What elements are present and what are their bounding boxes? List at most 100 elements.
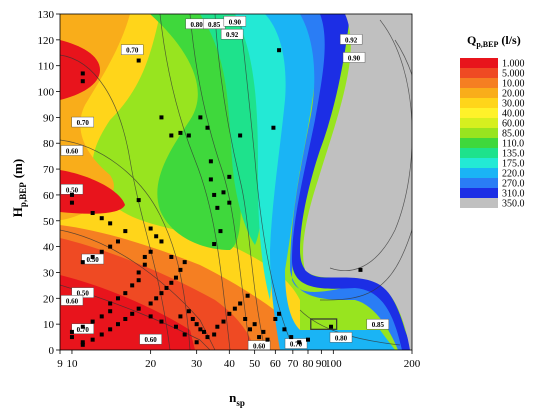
legend-swatch bbox=[460, 148, 498, 158]
y-axis-title-main: H bbox=[10, 207, 25, 217]
data-marker bbox=[243, 316, 248, 321]
data-marker bbox=[136, 278, 141, 283]
legend-label: 10.00 bbox=[502, 79, 525, 90]
data-marker bbox=[142, 254, 147, 259]
legend-title-unit: (l/s) bbox=[501, 33, 520, 47]
svg-text:0.70: 0.70 bbox=[290, 341, 303, 349]
contour-label: 0.60 bbox=[247, 340, 271, 350]
data-marker bbox=[282, 327, 287, 332]
svg-text:0.85: 0.85 bbox=[372, 321, 385, 329]
x-tick-label: 100 bbox=[325, 358, 342, 370]
legend-swatch bbox=[460, 188, 498, 198]
legend-label: 5.000 bbox=[502, 69, 525, 80]
contour-label: 0.85 bbox=[202, 18, 226, 30]
y-axis-title: Hp,BEP (m) bbox=[10, 159, 28, 217]
data-marker bbox=[182, 332, 187, 337]
y-tick-label: 110 bbox=[38, 61, 55, 73]
svg-text:0.90: 0.90 bbox=[229, 18, 242, 26]
contour-label: 0.50 bbox=[81, 253, 104, 265]
svg-text:0.92: 0.92 bbox=[345, 36, 358, 44]
data-marker bbox=[178, 314, 183, 319]
x-tick-label: 60 bbox=[270, 358, 282, 370]
y-axis-title-unit: (m) bbox=[10, 159, 25, 179]
contour-label: 0.92 bbox=[339, 34, 363, 45]
data-marker bbox=[148, 226, 153, 231]
highlight-box bbox=[310, 318, 338, 330]
svg-text:0.60: 0.60 bbox=[66, 147, 79, 155]
data-marker bbox=[198, 115, 203, 120]
svg-text:0.80: 0.80 bbox=[335, 334, 348, 342]
data-marker bbox=[108, 244, 113, 249]
data-marker bbox=[190, 316, 195, 321]
data-marker bbox=[305, 337, 310, 342]
data-marker bbox=[80, 342, 85, 347]
data-marker bbox=[221, 190, 226, 195]
contour-label: 0.90 bbox=[223, 16, 247, 27]
legend-label: 175.0 bbox=[502, 159, 525, 170]
data-marker bbox=[90, 254, 95, 259]
svg-text:0.60: 0.60 bbox=[66, 297, 79, 305]
contour-label: 0.70 bbox=[284, 338, 308, 349]
data-marker bbox=[148, 314, 153, 319]
data-marker bbox=[130, 311, 135, 316]
legend-swatch bbox=[460, 58, 498, 68]
x-axis-title: nsp bbox=[229, 390, 245, 408]
legend-title-sub: p,BEP bbox=[476, 40, 498, 49]
data-marker bbox=[186, 133, 191, 138]
plot-frame bbox=[59, 13, 413, 351]
data-marker bbox=[148, 301, 153, 306]
svg-text:0.50: 0.50 bbox=[87, 256, 100, 264]
data-marker bbox=[69, 329, 74, 334]
x-tick-label: 200 bbox=[404, 358, 421, 370]
data-marker bbox=[154, 234, 159, 239]
data-marker bbox=[194, 322, 199, 327]
legend-swatch bbox=[460, 158, 498, 168]
data-marker bbox=[277, 311, 282, 316]
legend-swatch bbox=[460, 118, 498, 128]
data-marker bbox=[227, 174, 232, 179]
data-marker bbox=[173, 275, 178, 280]
data-marker bbox=[232, 306, 237, 311]
data-marker bbox=[297, 340, 302, 345]
legend-items: 1.0005.00010.0020.0030.0040.0060.0085.00… bbox=[460, 58, 525, 210]
contour-label: 0.80 bbox=[329, 332, 353, 343]
legend-swatch bbox=[460, 108, 498, 118]
legend-label: 310.0 bbox=[502, 189, 525, 200]
legend-label: 270.0 bbox=[502, 179, 525, 190]
svg-text:Hp,BEP(m): Hp,BEP (m) bbox=[10, 159, 28, 217]
svg-text:0.50: 0.50 bbox=[77, 290, 90, 298]
data-marker bbox=[115, 322, 120, 327]
data-marker bbox=[136, 198, 141, 203]
data-marker bbox=[252, 322, 257, 327]
legend-label: 220.0 bbox=[502, 169, 525, 180]
svg-text:0.60: 0.60 bbox=[145, 336, 158, 344]
data-marker bbox=[215, 324, 220, 329]
legend-label: 20.00 bbox=[502, 89, 525, 100]
data-marker bbox=[115, 239, 120, 244]
legend-swatch bbox=[460, 78, 498, 88]
field-lightblue bbox=[265, 14, 395, 350]
data-marker bbox=[123, 291, 128, 296]
y-tick-label: 0 bbox=[49, 345, 55, 357]
data-marker bbox=[329, 324, 334, 329]
data-marker bbox=[99, 249, 104, 254]
data-marker bbox=[201, 329, 206, 334]
data-marker bbox=[108, 301, 113, 306]
data-marker bbox=[358, 267, 363, 272]
data-marker bbox=[169, 254, 174, 259]
data-marker bbox=[289, 335, 294, 340]
data-marker bbox=[238, 133, 243, 138]
data-marker bbox=[169, 280, 174, 285]
data-marker bbox=[238, 301, 243, 306]
legend-swatch bbox=[460, 178, 498, 188]
y-tick-label: 90 bbox=[43, 112, 55, 124]
svg-text:0.92: 0.92 bbox=[226, 31, 239, 39]
legend-label: 85.00 bbox=[502, 129, 525, 140]
data-marker bbox=[99, 314, 104, 319]
contour-label: 0.60 bbox=[60, 145, 84, 156]
data-marker bbox=[257, 335, 262, 340]
legend-label: 135.0 bbox=[502, 149, 525, 160]
data-marker bbox=[205, 335, 210, 340]
y-tick-label: 100 bbox=[38, 87, 55, 99]
